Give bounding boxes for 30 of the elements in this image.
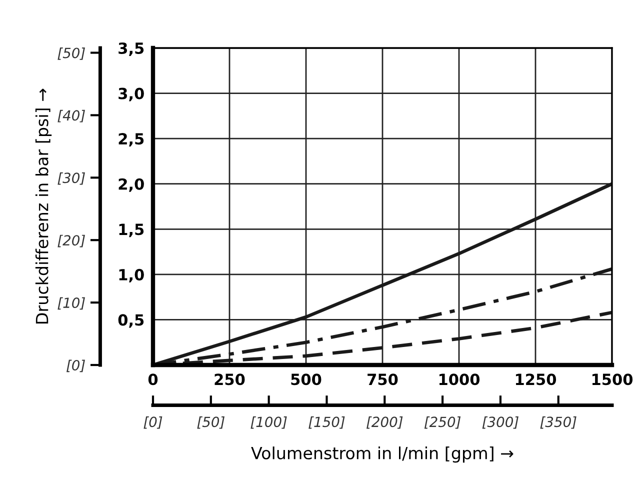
y2-tick-label: [40] xyxy=(58,110,85,122)
x2-tick-label: [350] xyxy=(540,416,576,429)
y2-axis-title: Druckdifferenz in bar [psi] → xyxy=(35,88,52,324)
y2-tick-label: [0] xyxy=(66,360,85,372)
x2-tick-label: [100] xyxy=(250,416,287,429)
x2-tick-label: [250] xyxy=(424,416,461,429)
x2-tick-label: [0] xyxy=(144,416,162,429)
y-tick-label: 1,5 xyxy=(119,224,144,238)
y2-tick-label: [10] xyxy=(58,297,85,310)
x-tick-label: 1500 xyxy=(592,374,633,386)
y-tick-label: 3,5 xyxy=(118,42,144,56)
x-tick-label: 1000 xyxy=(439,374,480,386)
y2-tick-label: [50] xyxy=(58,47,85,60)
x-tick-label: 1250 xyxy=(516,374,556,386)
y-tick-label: 3,0 xyxy=(118,88,144,102)
x-tick-label: 500 xyxy=(291,374,322,386)
x2-tick-label: [200] xyxy=(366,416,403,429)
y2-tick-label: [20] xyxy=(58,234,85,248)
y-tick-label: 0,5 xyxy=(118,314,144,328)
x-tick-label: 750 xyxy=(368,374,398,386)
x-tick-label: 0 xyxy=(148,374,158,386)
y2-tick-label: [30] xyxy=(58,172,85,185)
y-tick-label: 2,0 xyxy=(118,178,144,192)
y-tick-label: 1,0 xyxy=(119,268,144,282)
x2-tick-label: [300] xyxy=(482,416,518,429)
x2-tick-label: [50] xyxy=(197,416,224,429)
y-tick-label: 2,5 xyxy=(118,133,144,147)
x-tick-label: 250 xyxy=(214,374,245,386)
x-axis-title: Volumenstrom in l/min [gpm] → xyxy=(251,446,514,463)
x2-tick-label: [150] xyxy=(308,416,345,429)
